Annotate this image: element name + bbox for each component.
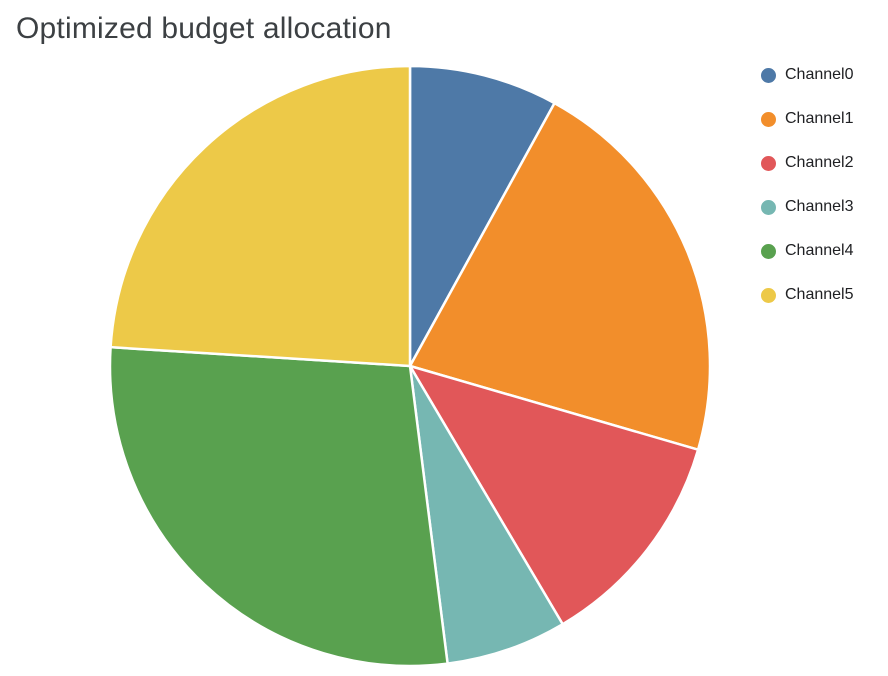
legend-label: Channel4 xyxy=(785,242,854,259)
legend-swatch-icon xyxy=(761,243,776,259)
pie-chart xyxy=(108,64,712,668)
pie-slice-channel0[interactable] xyxy=(408,64,556,368)
legend-label: Channel1 xyxy=(785,110,854,127)
legend-item-channel5[interactable]: Channel5 xyxy=(761,284,854,306)
legend-swatch-icon xyxy=(761,287,776,303)
legend-label: Channel0 xyxy=(785,66,854,83)
legend-swatch-icon xyxy=(761,111,776,127)
pie-slice-channel2[interactable] xyxy=(408,364,700,626)
legend: Channel0 Channel1 Channel2 Channel3 Chan… xyxy=(761,64,854,328)
pie-slice-channel1[interactable] xyxy=(408,101,712,451)
legend-item-channel0[interactable]: Channel0 xyxy=(761,64,854,86)
legend-label: Channel5 xyxy=(785,286,854,303)
legend-swatch-icon xyxy=(761,199,776,215)
chart-title: Optimized budget allocation xyxy=(16,12,392,45)
pie-slice-channel3[interactable] xyxy=(408,364,564,665)
legend-item-channel4[interactable]: Channel4 xyxy=(761,240,854,262)
legend-item-channel3[interactable]: Channel3 xyxy=(761,196,854,218)
legend-swatch-icon xyxy=(761,67,776,83)
legend-label: Channel2 xyxy=(785,154,854,171)
legend-label: Channel3 xyxy=(785,198,854,215)
pie-slice-channel5[interactable] xyxy=(109,64,412,368)
pie-slice-channel4[interactable] xyxy=(108,345,449,668)
legend-item-channel1[interactable]: Channel1 xyxy=(761,108,854,130)
legend-swatch-icon xyxy=(761,155,776,171)
legend-item-channel2[interactable]: Channel2 xyxy=(761,152,854,174)
